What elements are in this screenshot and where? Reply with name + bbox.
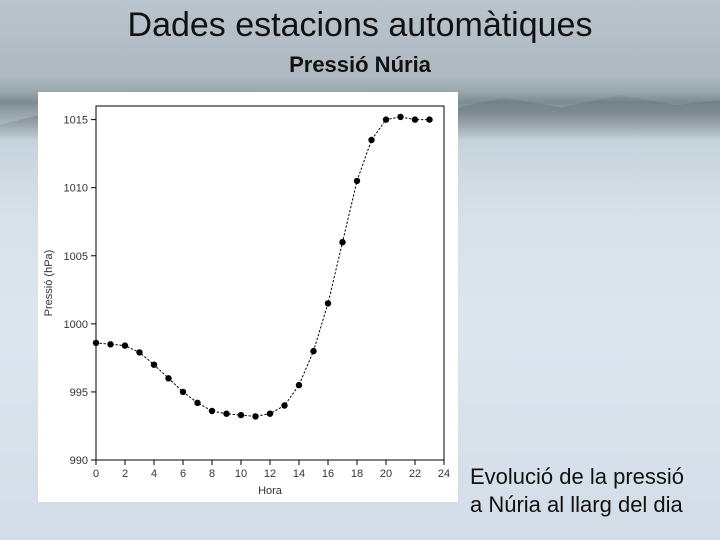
svg-text:14: 14 [293,468,305,480]
svg-text:1010: 1010 [64,183,88,195]
svg-text:20: 20 [380,468,392,480]
svg-text:1000: 1000 [64,319,88,331]
slide: Dades estacions automàtiques Pressió Núr… [0,0,720,540]
svg-text:1015: 1015 [64,115,88,127]
svg-text:10: 10 [235,468,247,480]
svg-text:995: 995 [70,387,88,399]
svg-text:12: 12 [264,468,276,480]
svg-text:0: 0 [93,468,99,480]
chart-title: Pressió Núria [0,52,720,78]
svg-text:1005: 1005 [64,251,88,263]
svg-text:16: 16 [322,468,334,480]
page-title: Dades estacions automàtiques [0,6,720,45]
svg-text:4: 4 [151,468,157,480]
svg-text:22: 22 [409,468,421,480]
chart-caption: Evolució de la pressió a Núria al llarg … [470,463,690,518]
pressure-chart-svg: 9909951000100510101015024681012141618202… [38,92,458,502]
svg-text:990: 990 [70,455,88,467]
svg-text:2: 2 [122,468,128,480]
svg-text:8: 8 [209,468,215,480]
svg-text:6: 6 [180,468,186,480]
svg-text:Hora: Hora [258,485,283,497]
svg-text:Pressió (hPa): Pressió (hPa) [43,250,55,317]
svg-text:24: 24 [438,468,450,480]
svg-text:18: 18 [351,468,363,480]
pressure-chart: 9909951000100510101015024681012141618202… [38,92,458,502]
